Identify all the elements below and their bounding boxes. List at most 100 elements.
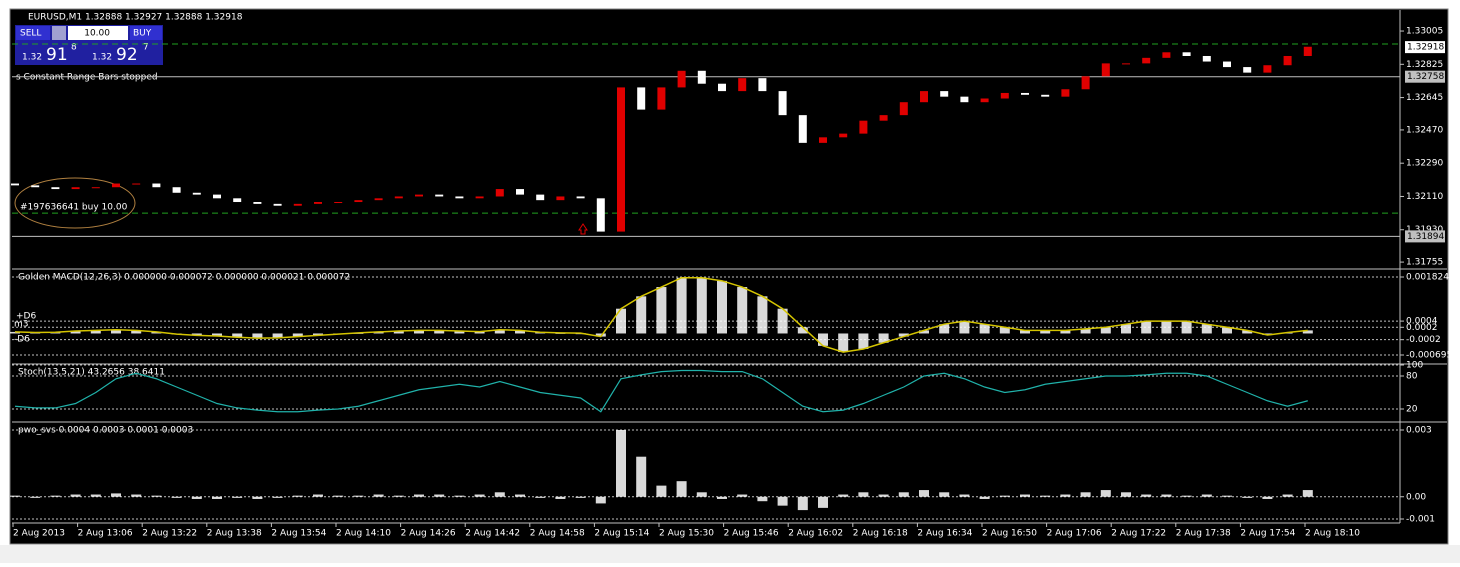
histogram-bar	[616, 308, 626, 334]
candle	[1202, 55, 1211, 62]
histogram-bar	[939, 324, 950, 334]
histogram-bar	[1222, 327, 1232, 334]
x-tick-label: 2 Aug 14:42	[465, 529, 520, 539]
histogram-bar	[292, 495, 303, 497]
panel-title: Stoch(13,5,21) 43.2656 38.6411	[18, 368, 165, 378]
histogram-bar	[1161, 494, 1172, 497]
candle	[1041, 94, 1050, 97]
y-tick-label: 1.32110	[1406, 192, 1443, 202]
candle	[1142, 57, 1151, 64]
histogram-bar	[636, 296, 647, 334]
histogram-bar	[999, 327, 1010, 334]
histogram-bar	[979, 496, 990, 499]
histogram-bar	[797, 496, 808, 511]
histogram-bar	[353, 495, 364, 497]
stoch-line	[14, 369, 1308, 413]
histogram-bar	[1222, 495, 1232, 497]
histogram-bar	[212, 496, 222, 499]
histogram-bar	[1242, 496, 1253, 498]
candle	[920, 91, 928, 103]
x-tick-label: 2 Aug 14:10	[336, 529, 391, 539]
histogram-bar	[252, 333, 263, 339]
lots-input[interactable]	[68, 26, 128, 40]
x-tick-label: 2 Aug 14:58	[530, 529, 585, 539]
histogram-bar	[111, 329, 121, 334]
x-tick-label: 2 Aug 15:30	[659, 529, 714, 539]
x-tick-label: 2 Aug 15:46	[724, 529, 779, 539]
order-marker	[14, 177, 136, 229]
candle	[495, 189, 504, 197]
candle	[172, 187, 181, 193]
buy-button[interactable]	[130, 26, 162, 40]
candle	[677, 70, 686, 88]
histogram-bar	[313, 494, 323, 497]
buy-label[interactable]: BUY	[133, 29, 152, 39]
lots-value[interactable]: 10.00	[84, 29, 110, 39]
candle	[1081, 76, 1090, 90]
histogram-bar	[1141, 494, 1152, 497]
y-tick-label: 80	[1406, 372, 1418, 382]
ask-frac: 7	[143, 43, 149, 53]
histogram-bar	[313, 333, 323, 336]
candle	[1283, 55, 1292, 66]
histogram-bar	[1080, 492, 1091, 497]
histogram-bar	[1201, 324, 1212, 334]
histogram-bar	[1020, 330, 1030, 334]
candle	[899, 102, 908, 116]
histogram-bar	[454, 331, 465, 334]
lots-dropdown[interactable]	[52, 26, 66, 40]
status-strip	[0, 545, 1460, 563]
bid-frac: 8	[71, 43, 77, 53]
histogram-bar	[494, 492, 505, 497]
histogram-bar	[1181, 321, 1192, 334]
x-tick-label: 2 Aug 16:34	[917, 529, 972, 539]
histogram-bar	[30, 496, 41, 498]
sell-button[interactable]	[16, 26, 50, 40]
histogram-bar	[595, 496, 606, 504]
candle	[940, 91, 949, 97]
histogram-bar	[616, 430, 626, 497]
x-tick-label: 2 Aug 17:22	[1111, 529, 1166, 539]
candle	[1182, 52, 1191, 56]
candle	[1021, 92, 1029, 95]
histogram-bar	[1060, 330, 1071, 334]
candle	[71, 187, 80, 190]
y-tick-label: -0.0002	[1406, 335, 1441, 345]
histogram-bar	[272, 333, 283, 338]
histogram-bar	[373, 331, 384, 334]
histogram-bar	[959, 494, 970, 497]
histogram-bar	[232, 333, 243, 338]
histogram-bar	[838, 494, 849, 497]
candle	[980, 98, 989, 103]
x-tick-label: 2 Aug 17:06	[1047, 529, 1102, 539]
macd-line	[14, 276, 1308, 353]
histogram-bar	[737, 494, 748, 497]
y-tick-label: 1.33005	[1406, 27, 1443, 37]
candle	[617, 87, 625, 232]
histogram-bar	[191, 333, 202, 336]
price-label: 1.31894	[1407, 232, 1444, 242]
x-tick-label: 2 Aug 2013	[13, 529, 65, 539]
candle	[1000, 92, 1009, 99]
x-tick-label: 2 Aug 17:38	[1176, 529, 1231, 539]
histogram-bar	[777, 496, 788, 506]
candle	[778, 91, 787, 116]
candle	[697, 70, 706, 84]
candle	[192, 192, 201, 195]
y-tick-label: 0.001824	[1406, 273, 1449, 283]
candle	[1303, 46, 1312, 56]
histogram-bar	[878, 333, 889, 343]
histogram-bar	[90, 494, 101, 497]
histogram-bar	[515, 330, 525, 334]
price-label-box	[1405, 230, 1445, 243]
histogram-bar	[252, 496, 263, 499]
histogram-bar	[393, 495, 404, 497]
x-tick-label: 2 Aug 13:54	[271, 529, 326, 539]
candle	[1122, 63, 1130, 65]
ask-big: 1.32	[92, 53, 112, 63]
histogram-bar	[959, 321, 970, 334]
candle	[273, 203, 282, 206]
histogram-bar	[939, 492, 950, 497]
candle	[960, 96, 969, 103]
sell-label[interactable]: SELL	[20, 29, 41, 39]
